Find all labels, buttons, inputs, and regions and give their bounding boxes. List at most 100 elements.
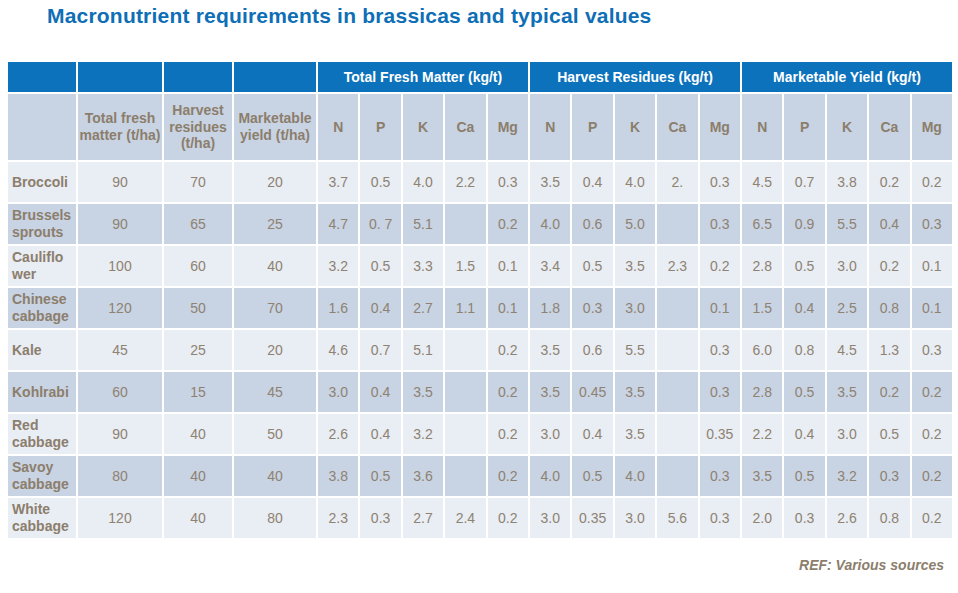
group-header-row: Total Fresh Matter (kg/t)Harvest Residue… [7,61,953,93]
value-cell: 0.2 [868,371,910,413]
value-cell: 70 [233,287,317,329]
value-cell: 0.3 [487,161,529,203]
value-cell: 1.3 [868,329,910,371]
nutrient-header: Ca [444,93,486,161]
value-cell: 2.2 [741,413,783,455]
value-cell: 0.2 [487,329,529,371]
value-cell: 15 [163,371,233,413]
value-cell: 2.4 [444,497,486,539]
value-cell: 5.5 [614,329,656,371]
value-cell: 1.5 [444,245,486,287]
value-cell: 0.4 [783,413,825,455]
row-label: Broccoli [7,161,77,203]
group-header: Marketable Yield (kg/t) [741,61,953,93]
value-cell: 0.5 [571,455,613,497]
value-cell: 0.2 [911,497,953,539]
value-cell: 3.2 [402,413,444,455]
value-cell: 4.0 [402,161,444,203]
value-cell: 0.3 [571,287,613,329]
value-cell: 2.8 [741,245,783,287]
value-cell: 0.45 [571,371,613,413]
value-cell: 0.2 [487,371,529,413]
value-cell: 3.8 [317,455,359,497]
value-cell [656,203,698,245]
value-cell: 3.5 [402,371,444,413]
value-cell [444,203,486,245]
value-cell: 65 [163,203,233,245]
value-cell: 0.8 [868,497,910,539]
nutrient-header: Mg [699,93,741,161]
value-cell: 0.2 [911,161,953,203]
value-cell: 3.2 [826,455,868,497]
value-cell: 25 [163,329,233,371]
value-cell: 0.35 [571,497,613,539]
row-label: White cabbage [7,497,77,539]
nutrient-header: Ca [868,93,910,161]
value-cell: 3.8 [826,161,868,203]
value-cell: 3.0 [826,245,868,287]
value-cell: 40 [163,497,233,539]
value-cell: 0.2 [868,245,910,287]
row-label: Kohlrabi [7,371,77,413]
value-cell: 3.0 [826,413,868,455]
value-cell: 0.2 [487,455,529,497]
table-row: Brussels sprouts9065254.70. 75.10.24.00.… [7,203,953,245]
value-cell: 2.6 [826,497,868,539]
value-cell: 120 [77,497,163,539]
value-cell: 40 [233,455,317,497]
value-cell: 3.4 [529,245,571,287]
col-header: Harvest residues (t/ha) [163,93,233,161]
value-cell: 0.4 [359,371,401,413]
table-row: Kohlrabi6015453.00.43.50.23.50.453.50.32… [7,371,953,413]
value-cell: 0.3 [911,203,953,245]
value-cell: 40 [163,413,233,455]
table-row: Chinese cabbage12050701.60.42.71.10.11.8… [7,287,953,329]
value-cell: 0.5 [359,455,401,497]
value-cell: 2. [656,161,698,203]
value-cell: 2.8 [741,371,783,413]
value-cell: 1.1 [444,287,486,329]
value-cell: 2.5 [826,287,868,329]
value-cell: 0.2 [487,413,529,455]
value-cell [656,413,698,455]
value-cell: 0.4 [571,161,613,203]
value-cell: 2.0 [741,497,783,539]
value-cell: 0.3 [359,497,401,539]
table-body: Broccoli9070203.70.54.02.20.33.50.44.02.… [7,161,953,539]
value-cell: 0.35 [699,413,741,455]
value-cell: 25 [233,203,317,245]
value-cell: 5.1 [402,203,444,245]
value-cell: 0.5 [359,161,401,203]
value-cell: 0.4 [359,287,401,329]
value-cell: 0.3 [699,371,741,413]
value-cell: 6.5 [741,203,783,245]
value-cell: 3.5 [529,161,571,203]
value-cell: 6.0 [741,329,783,371]
value-cell: 2.7 [402,287,444,329]
value-cell [444,455,486,497]
value-cell: 3.0 [614,287,656,329]
value-cell: 2.3 [317,497,359,539]
value-cell: 3.2 [317,245,359,287]
value-cell: 3.7 [317,161,359,203]
value-cell: 90 [77,203,163,245]
value-cell: 5.6 [656,497,698,539]
value-cell: 0.2 [911,371,953,413]
value-cell: 0.9 [783,203,825,245]
row-label: Brussels sprouts [7,203,77,245]
value-cell: 0.1 [487,245,529,287]
value-cell: 4.6 [317,329,359,371]
row-label: Red cabbage [7,413,77,455]
nutrient-header: K [402,93,444,161]
value-cell: 2.3 [656,245,698,287]
nutrient-header: P [571,93,613,161]
value-cell: 4.7 [317,203,359,245]
value-cell: 3.5 [741,455,783,497]
value-cell: 80 [233,497,317,539]
group-header-empty-cell [77,61,163,93]
value-cell: 3.0 [529,497,571,539]
value-cell: 3.5 [529,371,571,413]
nutrient-header: Mg [487,93,529,161]
subheader-row: Total fresh matter (t/ha)Harvest residue… [7,93,953,161]
value-cell: 0.3 [868,455,910,497]
